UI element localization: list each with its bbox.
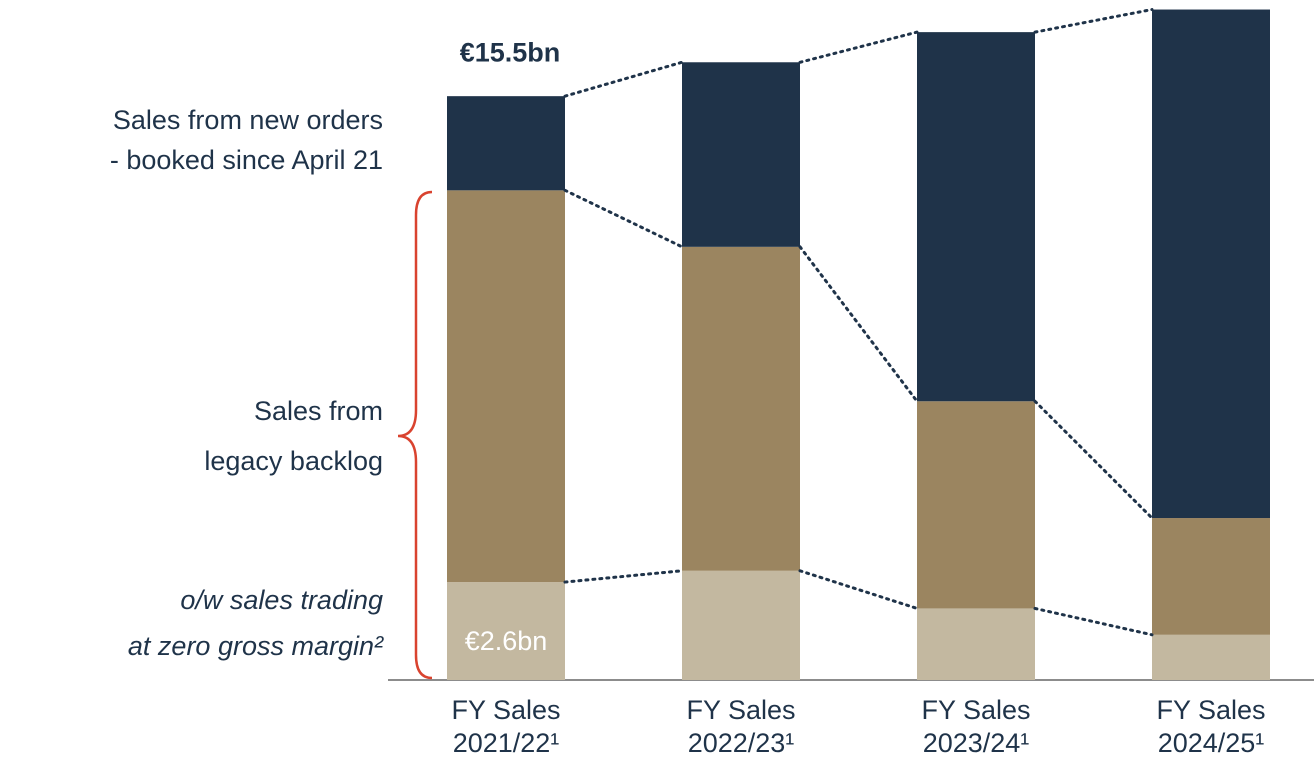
legend-label: at zero gross margin² xyxy=(128,631,384,661)
bar-segment xyxy=(682,246,800,571)
x-tick-label: 2023/24¹ xyxy=(923,728,1030,758)
bar-segment xyxy=(1152,518,1270,635)
legend-label: Sales from new orders xyxy=(113,105,383,135)
x-tick-label: FY Sales xyxy=(1156,695,1265,725)
connector xyxy=(798,30,919,64)
bar-segment xyxy=(447,96,565,191)
connector xyxy=(1033,399,1154,520)
bar-segment xyxy=(1152,9,1270,519)
connector xyxy=(563,188,684,249)
legend-label: o/w sales trading xyxy=(180,585,383,615)
x-tick-label: 2024/25¹ xyxy=(1158,728,1265,758)
value-label: €2.6bn xyxy=(465,626,548,656)
bar-segment xyxy=(917,32,1035,402)
legend-label: Sales from xyxy=(254,396,383,426)
bar-segment xyxy=(447,582,565,680)
connector xyxy=(563,60,684,98)
bar-segment xyxy=(447,190,565,583)
x-tick-label: 2022/23¹ xyxy=(688,728,795,758)
connector xyxy=(1033,606,1154,637)
bar-segment xyxy=(682,570,800,680)
x-tick-label: 2021/22¹ xyxy=(453,728,560,758)
bar-segment xyxy=(917,608,1035,680)
bar-segment xyxy=(917,401,1035,609)
connector xyxy=(798,569,919,610)
x-tick-label: FY Sales xyxy=(451,695,560,725)
bar-segment xyxy=(682,62,800,247)
brace xyxy=(397,190,433,680)
total-label: €15.5bn xyxy=(460,37,561,67)
legend-label: legacy backlog xyxy=(204,446,383,476)
connector xyxy=(563,569,684,584)
connector xyxy=(1033,8,1154,34)
bar-segment xyxy=(1152,634,1270,680)
connector xyxy=(798,245,919,403)
x-tick-label: FY Sales xyxy=(686,695,795,725)
x-tick-label: FY Sales xyxy=(921,695,1030,725)
legend-label: - booked since April 21 xyxy=(110,145,383,175)
